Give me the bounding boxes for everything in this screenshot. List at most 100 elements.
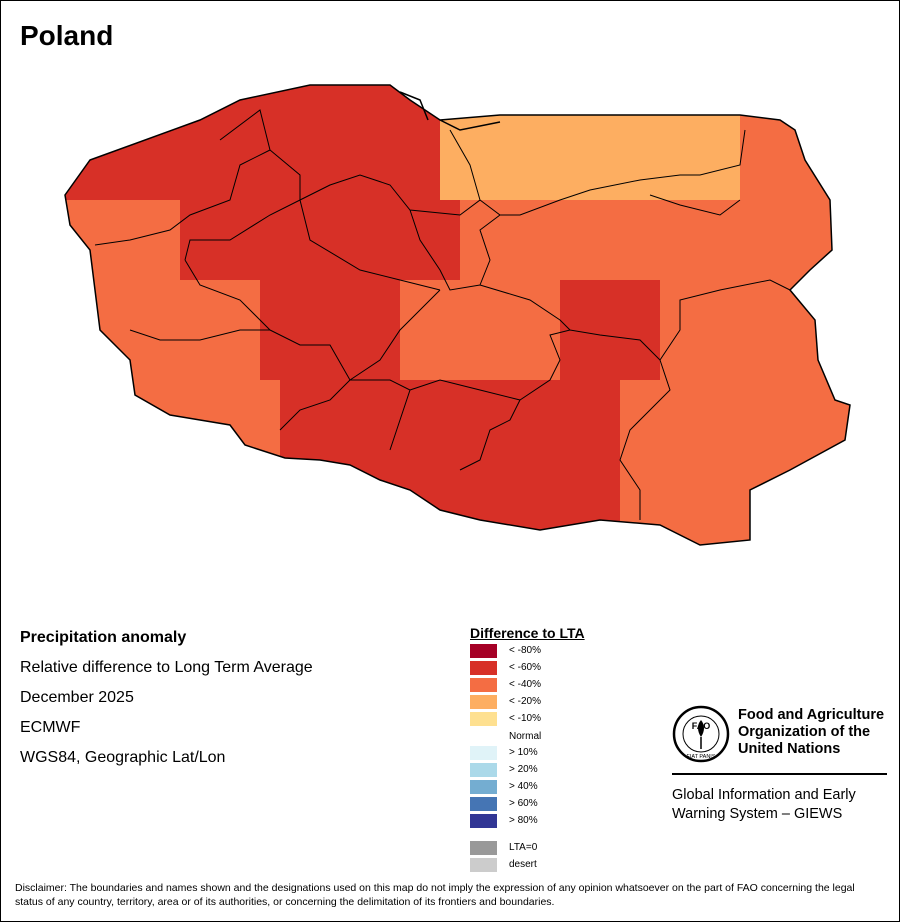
anomaly-cell: [680, 100, 700, 120]
anomaly-cell: [280, 120, 300, 140]
anomaly-cell: [240, 340, 260, 360]
anomaly-cell: [540, 500, 560, 520]
giews-line1: Global Information and Early: [672, 787, 856, 803]
anomaly-cell: [320, 180, 340, 200]
anomaly-cell: [500, 160, 520, 180]
anomaly-cell: [700, 260, 720, 280]
anomaly-cell: [380, 200, 400, 220]
legend-swatch: [470, 644, 497, 658]
anomaly-cell: [260, 380, 280, 400]
anomaly-cell: [840, 280, 850, 300]
anomaly-cell: [520, 200, 540, 220]
anomaly-cell: [160, 440, 180, 460]
anomaly-cell: [65, 380, 80, 400]
anomaly-cell: [180, 160, 200, 180]
anomaly-cell: [440, 460, 460, 480]
anomaly-cell: [65, 140, 80, 160]
anomaly-cell: [340, 460, 360, 480]
anomaly-cell: [280, 500, 300, 520]
anomaly-cell: [840, 340, 850, 360]
anomaly-cell: [440, 520, 460, 540]
anomaly-cell: [340, 120, 360, 140]
anomaly-cell: [140, 180, 160, 200]
anomaly-cell: [440, 480, 460, 500]
anomaly-cell: [620, 480, 640, 500]
anomaly-cell: [800, 280, 820, 300]
anomaly-cell: [680, 400, 700, 420]
anomaly-cell: [660, 180, 680, 200]
anomaly-cell: [840, 160, 850, 180]
anomaly-cell: [700, 480, 720, 500]
anomaly-cell: [660, 120, 680, 140]
anomaly-cell: [380, 260, 400, 280]
anomaly-cell: [240, 200, 260, 220]
anomaly-cell: [120, 160, 140, 180]
anomaly-cell: [740, 160, 760, 180]
anomaly-cell: [740, 400, 760, 420]
anomaly-cell: [640, 380, 660, 400]
anomaly-cell: [560, 380, 580, 400]
anomaly-cell: [280, 360, 300, 380]
anomaly-cell: [120, 460, 140, 480]
anomaly-cell: [460, 340, 480, 360]
anomaly-cell: [760, 100, 780, 120]
anomaly-cell: [160, 100, 180, 120]
anomaly-cell: [620, 280, 640, 300]
anomaly-cell: [540, 360, 560, 380]
precipitation-map: [64, 84, 851, 546]
anomaly-cell: [540, 260, 560, 280]
anomaly-cell: [200, 520, 220, 540]
anomaly-cell: [740, 140, 760, 160]
anomaly-cell: [140, 340, 160, 360]
anomaly-cell: [720, 240, 740, 260]
anomaly-cell: [720, 480, 740, 500]
anomaly-cell: [400, 460, 420, 480]
anomaly-cell: [840, 460, 850, 480]
anomaly-cell: [480, 500, 500, 520]
anomaly-cell: [800, 520, 820, 540]
anomaly-cell: [140, 85, 160, 100]
anomaly-cell: [260, 360, 280, 380]
anomaly-cell: [780, 360, 800, 380]
anomaly-cell: [700, 100, 720, 120]
anomaly-cell: [600, 400, 620, 420]
anomaly-cell: [740, 300, 760, 320]
anomaly-cell: [540, 140, 560, 160]
anomaly-cell: [520, 85, 540, 100]
anomaly-cell: [65, 500, 80, 520]
anomaly-cell: [160, 200, 180, 220]
anomaly-cell: [720, 340, 740, 360]
anomaly-cell: [140, 520, 160, 540]
anomaly-cell: [200, 300, 220, 320]
anomaly-cell: [360, 220, 380, 240]
anomaly-cell: [480, 400, 500, 420]
anomaly-cell: [740, 240, 760, 260]
anomaly-cell: [580, 260, 600, 280]
anomaly-cell: [800, 120, 820, 140]
legend-label: > 60%: [509, 798, 538, 809]
anomaly-cell: [560, 200, 580, 220]
anomaly-cell: [400, 360, 420, 380]
anomaly-cell: [65, 280, 80, 300]
anomaly-cell: [140, 480, 160, 500]
anomaly-cell: [600, 85, 620, 100]
anomaly-cell: [120, 400, 140, 420]
anomaly-cell: [140, 360, 160, 380]
anomaly-cell: [120, 300, 140, 320]
anomaly-cell: [120, 420, 140, 440]
anomaly-cell: [500, 200, 520, 220]
anomaly-cell: [580, 540, 600, 545]
anomaly-cell: [160, 240, 180, 260]
info-subtitle: Relative difference to Long Term Average: [20, 659, 313, 676]
anomaly-cell: [460, 380, 480, 400]
anomaly-cell: [360, 540, 380, 545]
anomaly-cell: [780, 260, 800, 280]
fao-divider: [672, 773, 887, 775]
anomaly-cell: [740, 200, 760, 220]
anomaly-cell: [240, 460, 260, 480]
map-title: Poland: [20, 20, 114, 51]
anomaly-cell: [420, 300, 440, 320]
anomaly-cell: [580, 100, 600, 120]
anomaly-cell: [340, 85, 360, 100]
anomaly-cell: [500, 420, 520, 440]
